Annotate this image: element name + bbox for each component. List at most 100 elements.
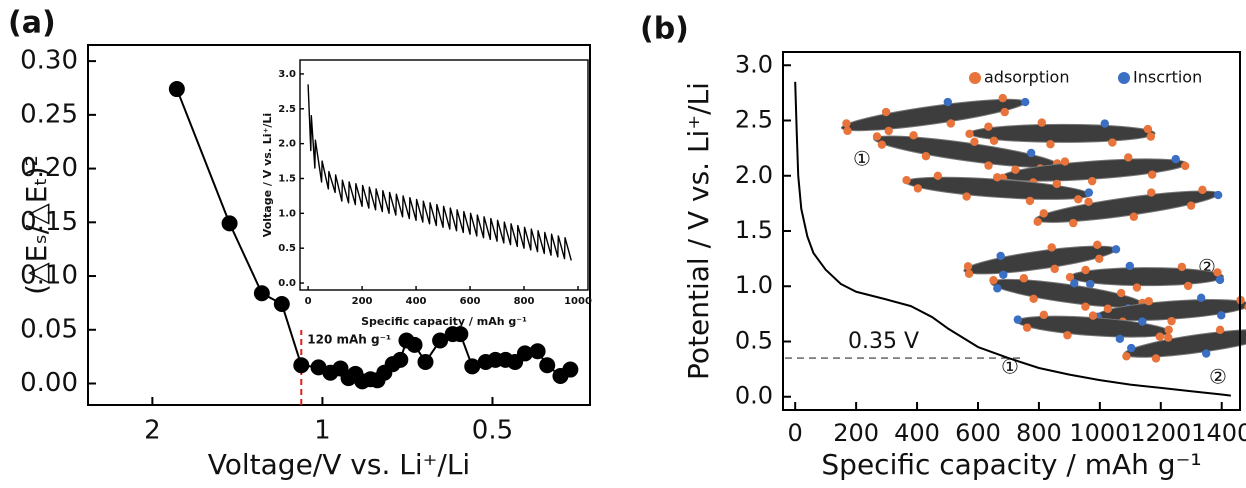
x-tick-label: 2 [144, 416, 161, 446]
plot-frame [299, 59, 589, 291]
atom [1052, 179, 1062, 189]
atom [1164, 325, 1173, 335]
atom [1213, 190, 1223, 200]
x-tick-label: 400 [406, 296, 427, 307]
atom [1127, 343, 1136, 353]
atom [1084, 197, 1093, 207]
atom [881, 107, 891, 117]
legend-label: Inscrtion [1133, 68, 1202, 87]
data-point [417, 354, 434, 371]
x-tick-label: 0 [788, 419, 803, 447]
atom [1143, 124, 1153, 134]
x-axis-label: Specific capacity / mAh g⁻¹ [821, 448, 1201, 481]
y-tick-label: 0.0 [278, 278, 296, 289]
atom [909, 131, 918, 140]
data-point [562, 361, 579, 378]
atom [1147, 188, 1156, 197]
atom [993, 284, 1002, 293]
y-tick-label: 0.0 [735, 382, 773, 410]
y-axis-label: (△Eₛ/△Eₜ)² [20, 155, 53, 295]
atom [1198, 185, 1207, 195]
atom [842, 119, 851, 128]
data-point [464, 358, 481, 375]
atom [1000, 107, 1009, 117]
atom [1087, 176, 1097, 186]
atom [1167, 316, 1176, 326]
x-axis-label: Voltage/V vs. Li⁺/Li [208, 448, 470, 481]
atom [1217, 311, 1226, 320]
data-point [293, 357, 310, 374]
atom [1183, 281, 1193, 291]
atom [1095, 254, 1104, 264]
atom [963, 262, 973, 271]
atom [1063, 331, 1072, 340]
y-tick-label: 2.5 [278, 104, 296, 115]
atom [946, 119, 955, 128]
x-tick-label: 1000 [564, 296, 592, 307]
atom [1074, 195, 1083, 204]
y-tick-label: 0.15 [20, 207, 78, 237]
atom [1025, 196, 1035, 206]
y-tick-label: 2.0 [735, 161, 773, 189]
y-tick-label: 0.10 [20, 261, 78, 291]
x-tick-label: 200 [352, 296, 373, 307]
y-tick-label: 2.5 [735, 106, 773, 134]
atom [1021, 97, 1030, 107]
atom [884, 126, 893, 136]
y-axis-label: Potential / V vs. Li⁺/Li [682, 82, 715, 380]
atom [1026, 148, 1036, 158]
atom [1155, 332, 1165, 341]
atom [1215, 325, 1225, 335]
atom [1124, 153, 1133, 162]
atom [993, 173, 1002, 182]
data-point [392, 351, 409, 368]
x-tick-label: 0 [305, 296, 312, 307]
atom [1196, 293, 1206, 303]
atom [1011, 165, 1020, 174]
data-point [406, 336, 423, 353]
atom [1129, 212, 1139, 221]
atom [1132, 283, 1142, 292]
data-point [529, 343, 546, 360]
atom [1013, 315, 1023, 324]
data-point [253, 285, 270, 302]
x-tick-label: 0.5 [472, 416, 513, 446]
atom [989, 276, 998, 285]
legend-dot [969, 72, 981, 84]
y-axis-label: Voltage / V vs. Li⁺/Li [261, 113, 274, 237]
atom [1125, 261, 1134, 271]
reference-label: 0.35 V [848, 329, 919, 354]
atom [1022, 323, 1032, 332]
atom [913, 184, 923, 193]
y-tick-label: 0.5 [735, 326, 773, 354]
atom [1029, 294, 1038, 303]
x-tick-label: 600 [955, 419, 1001, 447]
atom [1081, 302, 1090, 311]
x-tick-label: 800 [514, 296, 535, 307]
atom [1151, 354, 1161, 363]
atom [1069, 218, 1078, 228]
atom [1086, 279, 1095, 289]
atom [970, 137, 979, 147]
atom [1115, 334, 1125, 344]
atom [965, 129, 974, 139]
data-point [516, 345, 533, 362]
y-tick-label: 0.25 [20, 99, 78, 129]
data-point [168, 81, 185, 98]
y-tick-label: 1.5 [735, 216, 773, 244]
atom [984, 122, 993, 131]
atom [1171, 154, 1180, 164]
atom [843, 126, 852, 136]
x-tick-label: 400 [894, 419, 940, 447]
data-line [307, 84, 572, 261]
x-tick-label: 1400 [1191, 419, 1246, 447]
atom [1213, 268, 1222, 277]
data-point [452, 326, 469, 343]
atom [933, 171, 943, 180]
atom [1201, 349, 1211, 358]
y-tick-label: 0.30 [20, 46, 78, 76]
x-tick-label: 1000 [1069, 419, 1130, 447]
data-point [273, 295, 290, 312]
atom [943, 97, 952, 107]
